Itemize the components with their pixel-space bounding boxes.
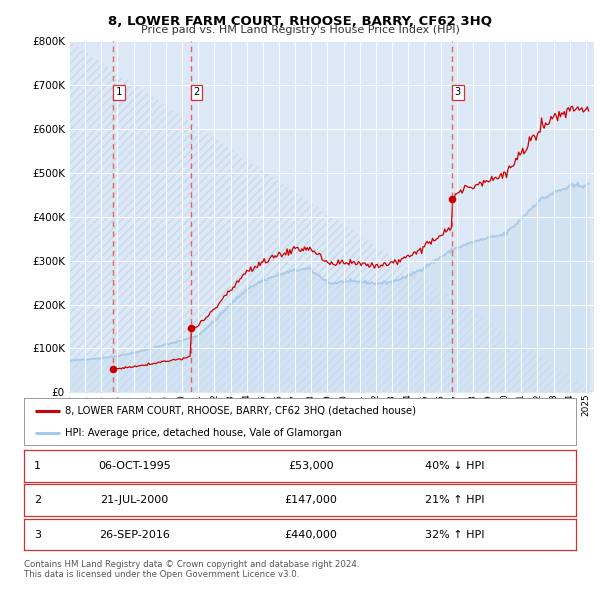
Text: £440,000: £440,000 (284, 530, 337, 539)
Text: 21-JUL-2000: 21-JUL-2000 (100, 496, 169, 505)
Text: £147,000: £147,000 (284, 496, 337, 505)
Text: 3: 3 (34, 530, 41, 539)
Text: HPI: Average price, detached house, Vale of Glamorgan: HPI: Average price, detached house, Vale… (65, 428, 342, 438)
Text: 1: 1 (116, 87, 122, 97)
Text: 06-OCT-1995: 06-OCT-1995 (98, 461, 171, 471)
Text: Contains HM Land Registry data © Crown copyright and database right 2024.
This d: Contains HM Land Registry data © Crown c… (24, 560, 359, 579)
Text: 21% ↑ HPI: 21% ↑ HPI (425, 496, 484, 505)
Text: 2: 2 (193, 87, 200, 97)
Text: 2: 2 (34, 496, 41, 505)
Text: 40% ↓ HPI: 40% ↓ HPI (425, 461, 484, 471)
Polygon shape (69, 41, 594, 392)
Text: 8, LOWER FARM COURT, RHOOSE, BARRY, CF62 3HQ: 8, LOWER FARM COURT, RHOOSE, BARRY, CF62… (108, 15, 492, 28)
Text: 3: 3 (455, 87, 461, 97)
Text: 1: 1 (34, 461, 41, 471)
Text: 8, LOWER FARM COURT, RHOOSE, BARRY, CF62 3HQ (detached house): 8, LOWER FARM COURT, RHOOSE, BARRY, CF62… (65, 406, 416, 416)
Text: 26-SEP-2016: 26-SEP-2016 (99, 530, 170, 539)
Text: 32% ↑ HPI: 32% ↑ HPI (425, 530, 484, 539)
Text: £53,000: £53,000 (288, 461, 334, 471)
Text: Price paid vs. HM Land Registry's House Price Index (HPI): Price paid vs. HM Land Registry's House … (140, 25, 460, 35)
